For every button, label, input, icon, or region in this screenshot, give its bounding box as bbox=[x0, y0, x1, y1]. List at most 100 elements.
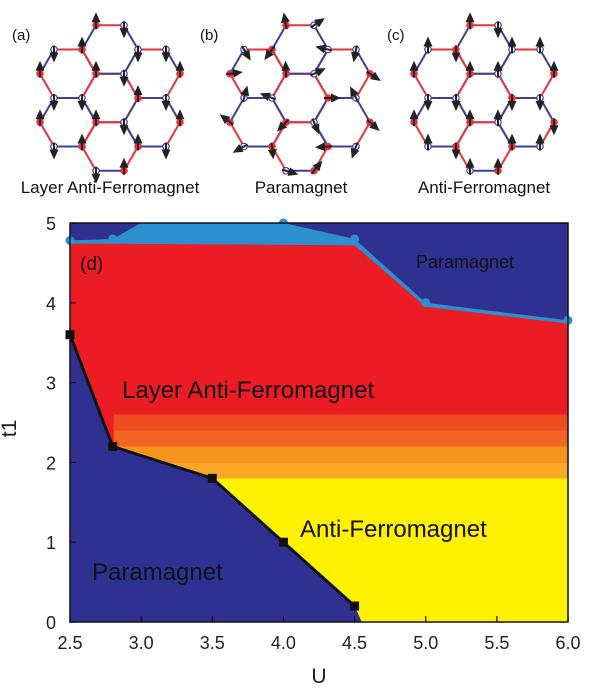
lattice-a bbox=[35, 12, 185, 184]
spin-arrow-shaft bbox=[354, 142, 359, 150]
spin-arrow-head bbox=[91, 12, 101, 23]
lattice-bond bbox=[229, 73, 245, 99]
region-paramagnet-low bbox=[70, 334, 362, 622]
spin-arrow-head bbox=[161, 52, 171, 63]
spin-arrow-shaft bbox=[311, 118, 317, 126]
spin-arrow-head bbox=[507, 133, 517, 144]
lattice-bond bbox=[271, 73, 287, 99]
x-tick-label: 3.5 bbox=[200, 633, 225, 653]
spin-arrow-head bbox=[91, 60, 101, 71]
lattice-bond bbox=[165, 121, 181, 147]
region-label-layer-afm: Layer Anti-Ferromagnet bbox=[122, 377, 374, 404]
spin-arrow-head bbox=[312, 160, 323, 172]
spin-arrow-head bbox=[49, 101, 59, 111]
panel-a-caption: Layer Anti-Ferromagnet bbox=[21, 178, 200, 197]
spin-arrow-head bbox=[133, 85, 143, 95]
lattice-bond bbox=[313, 97, 329, 123]
lattice-bond bbox=[455, 24, 471, 51]
y-tick-label: 5 bbox=[46, 214, 56, 234]
spin-arrow-head bbox=[465, 60, 475, 71]
lattice-bond bbox=[229, 49, 245, 75]
spin-arrow-shaft bbox=[268, 95, 277, 101]
lattice-bond bbox=[355, 97, 371, 123]
spin-arrow-shaft bbox=[270, 142, 274, 150]
x-tick-label: 4.0 bbox=[271, 633, 296, 653]
spin-arrow-head bbox=[35, 109, 45, 120]
lattice-bond bbox=[165, 73, 181, 99]
y-tick-label: 4 bbox=[46, 294, 56, 314]
spin-arrow-shaft bbox=[366, 70, 374, 77]
spin-arrow-head bbox=[451, 52, 461, 63]
spin-arrow-head bbox=[232, 68, 243, 78]
spin-arrow-head bbox=[493, 60, 503, 71]
upper-boundary-point bbox=[350, 234, 360, 244]
spin-arrow-head bbox=[119, 28, 129, 39]
lattice-bond bbox=[81, 145, 97, 172]
lattice-bond bbox=[81, 73, 97, 99]
spin-arrow-head bbox=[77, 36, 87, 47]
spin-arrow-head bbox=[35, 60, 45, 71]
spin-arrow-head bbox=[91, 109, 101, 120]
spin-arrow-head bbox=[331, 93, 341, 103]
panel-a-letter: (a) bbox=[12, 27, 30, 44]
panel-d-label: (d) bbox=[80, 254, 103, 275]
spin-arrow-shaft bbox=[227, 119, 234, 126]
spin-arrow-shaft bbox=[354, 45, 358, 53]
upper-boundary-band bbox=[70, 223, 568, 324]
lattice-c bbox=[409, 12, 559, 175]
spin-arrow-head bbox=[91, 173, 101, 184]
spin-arrow-shaft bbox=[366, 118, 373, 125]
x-tick-label: 6.0 bbox=[555, 633, 580, 653]
upper-boundary-point bbox=[108, 234, 118, 244]
region-afm bbox=[212, 478, 569, 622]
spin-arrow-head bbox=[423, 101, 433, 111]
spin-arrow-head bbox=[281, 60, 291, 71]
spin-arrow-head bbox=[161, 149, 171, 160]
x-tick-label: 4.5 bbox=[342, 633, 367, 653]
crossover-band bbox=[113, 430, 568, 447]
spin-arrow-shaft bbox=[324, 47, 333, 52]
panel-b: (b) Paramagnet bbox=[200, 12, 381, 197]
spin-arrow-head bbox=[351, 51, 360, 63]
spin-arrow-shaft bbox=[241, 94, 246, 103]
spin-arrow-head bbox=[133, 52, 143, 63]
upper-boundary-point bbox=[421, 298, 431, 308]
spin-arrow-head bbox=[315, 44, 327, 54]
spin-arrow-head bbox=[493, 157, 503, 168]
spin-arrow-head bbox=[49, 149, 59, 160]
x-tick-label: 2.5 bbox=[57, 633, 82, 653]
region-label-afm: Anti-Ferromagnet bbox=[300, 516, 487, 543]
spin-arrow-shaft bbox=[281, 168, 290, 173]
spin-arrow-head bbox=[535, 36, 545, 47]
spin-arrow-head bbox=[264, 49, 274, 61]
spin-arrow-head bbox=[232, 144, 244, 153]
spin-arrow-head bbox=[409, 60, 419, 71]
spin-arrow-head bbox=[77, 101, 87, 111]
crossover-band bbox=[113, 414, 568, 431]
spin-arrow-head bbox=[451, 149, 461, 160]
phase-regions bbox=[70, 223, 569, 622]
panel-a: (a) Layer Anti-Ferromagnet bbox=[12, 12, 200, 197]
spin-arrow-shaft bbox=[283, 118, 290, 126]
spin-arrow-head bbox=[259, 92, 271, 102]
spin-arrow-shaft bbox=[310, 167, 317, 175]
lattice-bond bbox=[123, 97, 139, 123]
spin-arrow-head bbox=[535, 101, 545, 111]
panel-b-letter: (b) bbox=[200, 27, 218, 44]
spin-arrow-shaft bbox=[353, 94, 359, 103]
y-tick-label: 3 bbox=[46, 374, 56, 394]
spin-arrow-head bbox=[535, 133, 545, 144]
spin-arrow-head bbox=[465, 157, 475, 168]
lattice-bond bbox=[355, 73, 371, 99]
lattice-bond bbox=[497, 73, 513, 99]
spin-arrow-head bbox=[549, 60, 559, 71]
panel-b-caption: Paramagnet bbox=[255, 178, 348, 197]
spin-arrow-head bbox=[287, 167, 299, 176]
spin-arrow-head bbox=[311, 123, 320, 135]
phase-diagram: 2.5 3.0 3.5 4.0 4.5 5.0 5.5 6.0 0 1 2 3 4 5 (d) Layer… bbox=[0, 214, 581, 688]
spin-arrow-head bbox=[451, 101, 461, 111]
lattice-bond bbox=[539, 73, 555, 99]
panel-c-caption: Anti-Ferromagnet bbox=[418, 178, 551, 197]
spin-arrow-shaft bbox=[240, 143, 248, 149]
spin-arrow-head bbox=[465, 109, 475, 120]
